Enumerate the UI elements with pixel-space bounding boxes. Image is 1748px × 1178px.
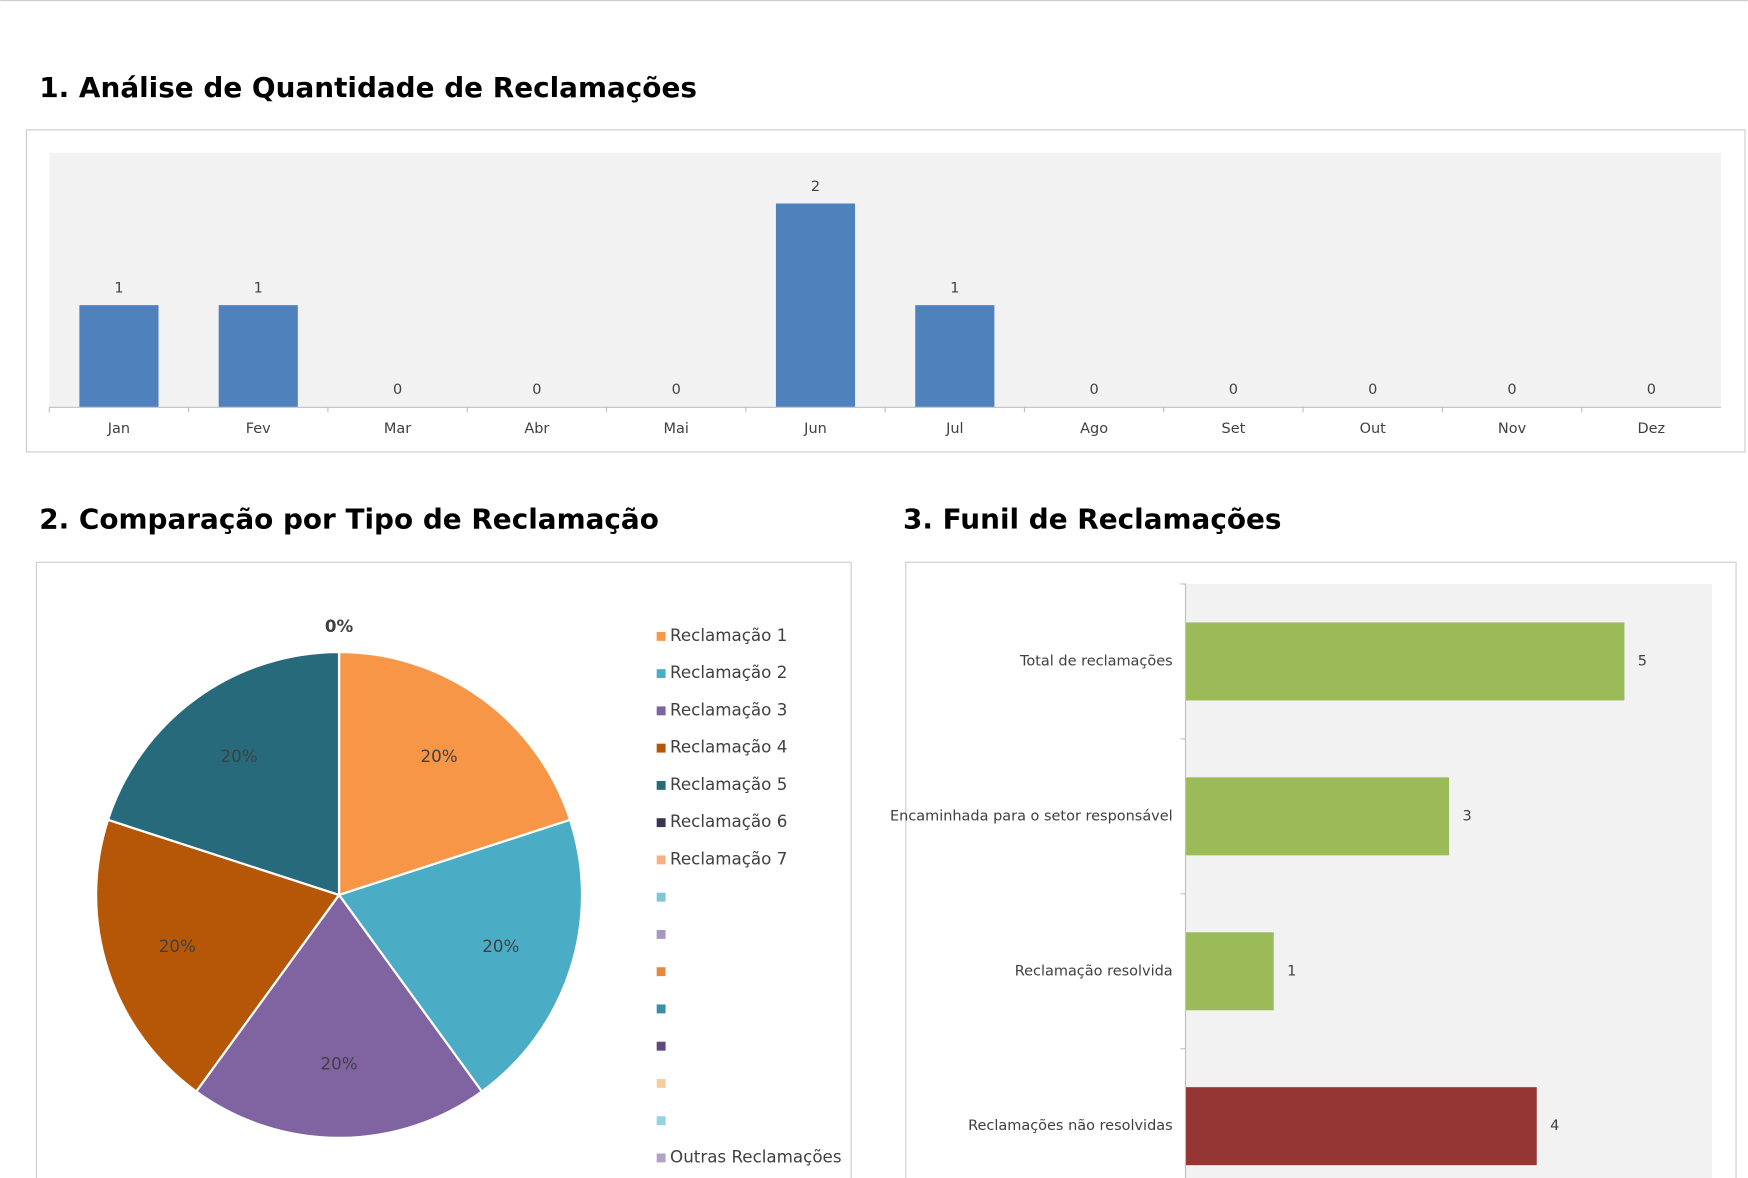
legend-swatch xyxy=(656,780,666,790)
data-label: 20% xyxy=(159,936,196,956)
bar xyxy=(915,305,995,407)
legend-label: Reclamação 5 xyxy=(670,774,787,794)
data-label: 0 xyxy=(1507,382,1516,398)
data-label: 3 xyxy=(1462,808,1471,824)
data-label: 1 xyxy=(254,280,263,296)
legend-swatch xyxy=(656,967,666,977)
pie-slice xyxy=(194,893,484,1139)
legend-label: Reclamação 1 xyxy=(670,625,787,645)
x-tick-label: Nov xyxy=(1498,421,1527,437)
legend-label: Reclamação 3 xyxy=(670,699,787,719)
legend-swatch xyxy=(656,855,666,865)
legend-swatch xyxy=(656,706,666,716)
bar xyxy=(79,305,159,407)
data-label: 0 xyxy=(1647,382,1656,398)
x-tick-label: Set xyxy=(1222,421,1246,437)
data-label: 0 xyxy=(393,382,402,398)
data-label: 2 xyxy=(811,179,820,195)
legend-swatch xyxy=(656,929,666,939)
legend-swatch xyxy=(656,818,666,828)
x-tick-label: Fev xyxy=(246,421,271,437)
x-tick-label: Ago xyxy=(1080,421,1108,437)
data-label: 0 xyxy=(1368,382,1377,398)
x-tick-label: Mar xyxy=(384,421,411,437)
bar xyxy=(218,305,298,407)
pie-slice xyxy=(337,818,584,1094)
y-tick-label: Encaminhada para o setor responsável xyxy=(890,808,1173,824)
bar xyxy=(1186,777,1450,856)
data-label: 1 xyxy=(114,280,123,296)
y-tick-label: Reclamações não resolvidas xyxy=(968,1118,1173,1134)
data-label: 5 xyxy=(1638,653,1647,669)
data-label: 1 xyxy=(1287,963,1296,979)
bar xyxy=(1186,1087,1537,1166)
legend-swatch xyxy=(656,1153,666,1163)
x-tick-label: Jul xyxy=(945,421,963,437)
legend-swatch xyxy=(656,892,666,902)
data-label: 0 xyxy=(1089,382,1098,398)
legend-swatch xyxy=(656,1116,666,1126)
data-label: 1 xyxy=(950,280,959,296)
x-tick-label: Jan xyxy=(107,421,130,437)
y-tick-label: Reclamação resolvida xyxy=(1015,963,1173,979)
data-label: 0% xyxy=(325,616,354,636)
data-label: 20% xyxy=(221,746,258,766)
data-label: 0 xyxy=(672,382,681,398)
y-tick-label: Total de reclamações xyxy=(1019,653,1173,669)
legend-label: Reclamação 4 xyxy=(670,737,787,757)
legend-swatch xyxy=(656,1004,666,1014)
legend-swatch xyxy=(656,1041,666,1051)
bar xyxy=(775,203,856,407)
legend-label: Reclamação 6 xyxy=(670,811,787,831)
data-label: 0 xyxy=(1229,382,1238,398)
data-label: 4 xyxy=(1550,1118,1559,1134)
pie-slice xyxy=(94,818,341,1094)
pie-slice xyxy=(106,650,341,897)
x-tick-label: Dez xyxy=(1638,421,1666,437)
x-tick-label: Out xyxy=(1360,421,1387,437)
bar xyxy=(1186,622,1625,701)
data-label: 20% xyxy=(320,1053,357,1073)
data-label: 20% xyxy=(482,936,519,956)
x-tick-label: Jun xyxy=(803,421,827,437)
legend-label: Outras Reclamações xyxy=(670,1146,841,1166)
section-title: 1. Análise de Quantidade de Reclamações xyxy=(39,71,697,104)
legend-swatch xyxy=(656,1078,666,1088)
section-title: 3. Funil de Reclamações xyxy=(903,502,1281,535)
data-label: 20% xyxy=(420,746,457,766)
pie-slice xyxy=(337,650,572,897)
x-tick-label: Mai xyxy=(663,421,688,437)
legend-label: Reclamação 2 xyxy=(670,662,787,682)
plot-area xyxy=(49,152,1722,407)
legend-label: Reclamação 7 xyxy=(670,848,787,868)
bar xyxy=(1186,932,1274,1011)
legend-swatch xyxy=(656,669,666,679)
section-title: 2. Comparação por Tipo de Reclamação xyxy=(39,502,659,535)
data-label: 0 xyxy=(532,382,541,398)
legend-swatch xyxy=(656,631,666,641)
x-tick-label: Abr xyxy=(524,421,549,437)
legend-swatch xyxy=(656,743,666,753)
